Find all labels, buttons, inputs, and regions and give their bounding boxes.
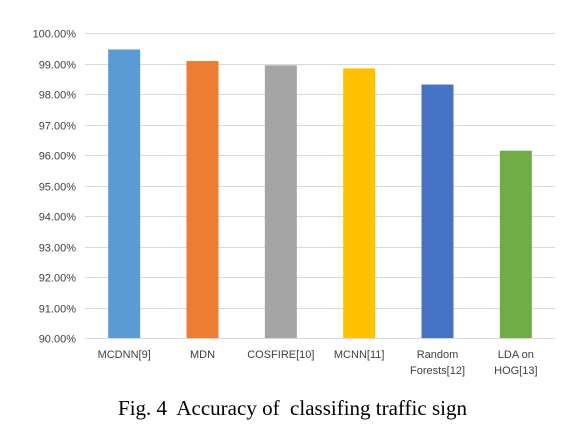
y-tick-label: 93.00% <box>39 243 77 255</box>
y-tick-label: 100.00% <box>33 29 77 41</box>
bar-lda-hog <box>499 150 532 338</box>
bar-cosfire <box>264 65 297 338</box>
y-axis-ticks: 90.00% 91.00% 92.00% 93.00% 94.00% 95.00% 96.0… <box>33 29 77 346</box>
bar-mcdnn <box>108 49 141 338</box>
x-category-label: Random <box>417 349 459 361</box>
y-tick-label: 91.00% <box>39 304 77 316</box>
y-tick-label: 99.00% <box>39 60 77 72</box>
y-tick-label: 96.00% <box>39 151 77 163</box>
y-tick-label: 94.00% <box>39 212 77 224</box>
bars <box>108 49 532 339</box>
y-tick-label: 95.00% <box>39 182 77 194</box>
x-category-label: LDA on <box>498 349 534 361</box>
gridlines <box>85 33 555 339</box>
y-tick-label: 90.00% <box>39 334 77 346</box>
y-tick-label: 92.00% <box>39 273 77 285</box>
x-category-label: MCNN[11] <box>334 349 385 361</box>
x-axis-labels: MCDNN[9] MDN COSFIRE[10] MCNN[11] Random Fore… <box>98 349 538 377</box>
y-tick-label: 97.00% <box>39 121 77 133</box>
y-tick-label: 98.00% <box>39 90 77 102</box>
x-category-label: COSFIRE[10] <box>247 349 314 361</box>
bar-mdn <box>186 61 219 339</box>
x-category-label: Forests[12] <box>410 365 465 377</box>
bar-random-forests <box>421 84 454 338</box>
x-category-label: MCDNN[9] <box>98 349 151 361</box>
x-category-label: HOG[13] <box>494 365 537 377</box>
figure-caption: Fig. 4 Accuracy of classifing traffic si… <box>118 396 467 420</box>
x-category-label: MDN <box>190 349 215 361</box>
bar-chart: 90.00% 91.00% 92.00% 93.00% 94.00% 95.00% 96.0… <box>33 29 555 377</box>
bar-mcnn <box>343 68 376 338</box>
